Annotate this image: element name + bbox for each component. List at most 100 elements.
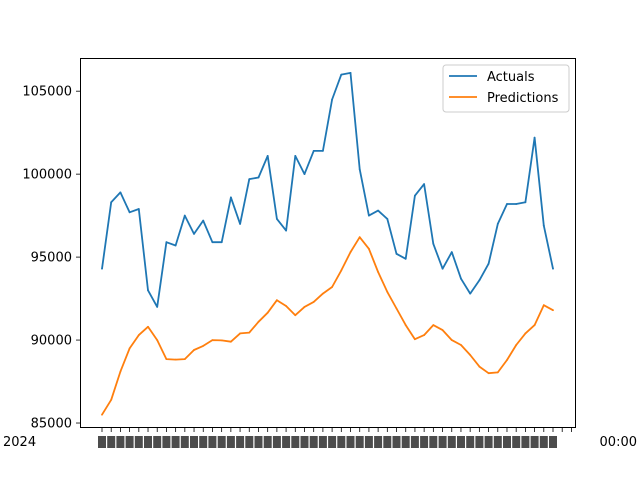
data-point-actuals [340,73,343,76]
data-point-actuals [368,214,370,217]
x-tick-label-overlap [272,436,281,448]
data-point-predictions [441,329,444,331]
data-point-actuals [358,168,361,171]
x-tick-label-overlap [199,436,208,448]
data-point-predictions [285,305,287,307]
data-point-predictions [220,339,223,342]
data-point-actuals [331,98,333,101]
data-point-predictions [423,334,425,336]
x-tick-label-overlap [180,436,189,448]
data-point-predictions [248,331,251,334]
x-tick-label-overlap [144,436,152,448]
data-point-predictions [478,365,481,368]
x-tick-label-overlap [383,436,392,448]
data-point-actuals [552,267,554,270]
data-point-predictions [395,307,398,310]
y-tick-label: 100000 [22,168,72,183]
y-tick-label: 90000 [31,334,72,349]
data-point-predictions [340,269,343,272]
x-tick-label-overlap [401,436,410,448]
data-point-actuals [487,262,490,265]
x-tick-label-overlap [466,436,475,448]
data-point-predictions [202,345,205,347]
x-tick-label-overlap [125,436,134,448]
data-point-actuals [193,233,195,235]
data-point-predictions [294,314,297,317]
series-line-actuals [101,72,554,308]
x-tick-label-overlap [346,436,355,448]
data-point-predictions [257,320,260,323]
x-axis [98,428,572,448]
data-point-actuals [506,203,508,205]
data-point-predictions [524,332,527,335]
data-point-predictions [552,309,554,312]
data-point-actuals [119,191,122,194]
y-tick-label: 105000 [22,85,72,100]
data-point-actuals [404,257,407,260]
data-point-actuals [165,241,168,244]
x-tick-label-overlap [318,436,327,448]
x-tick-label-overlap [364,436,373,448]
data-point-actuals [478,279,481,282]
data-point-actuals [294,155,297,157]
data-point-predictions [404,324,407,326]
data-point-predictions [432,324,435,326]
data-point-actuals [423,183,425,186]
x-tick-label-overlap [217,436,226,448]
data-point-actuals [542,224,545,227]
data-point-predictions [322,292,324,295]
data-point-actuals [276,218,278,220]
axes-frame [80,58,576,428]
x-tick-label-overlap [539,436,548,448]
data-point-predictions [487,372,490,375]
x-tick-label-overlap [410,436,419,448]
data-point-predictions [414,338,416,341]
data-point-predictions [377,271,379,273]
x-tick-label-overlap [503,436,511,448]
x-tick-label-overlap [420,436,429,448]
data-point-actuals [312,150,315,152]
data-point-predictions [165,358,168,360]
data-point-actuals [110,201,113,204]
data-point-actuals [395,252,398,255]
data-point-predictions [174,358,177,361]
data-point-actuals [101,267,103,270]
x-tick-label-overlap [438,436,447,448]
x-tick-label-overlap [447,436,456,448]
data-point-predictions [533,324,536,326]
data-point-predictions [147,325,149,328]
legend-label-actuals: Actuals [487,70,535,85]
x-tick-label-overlap [429,436,438,448]
x-tick-label-overlap [549,436,557,448]
data-point-predictions [450,339,453,341]
x-tick-label-overlap [98,436,106,448]
y-axis: 85000 90000 95000 100000 105000 [22,85,80,432]
data-point-predictions [496,371,499,374]
data-point-actuals [524,201,527,204]
data-point-actuals [322,150,324,152]
legend-label-predictions: Predictions [487,91,559,106]
data-point-actuals [303,173,306,176]
data-point-predictions [542,304,545,307]
x-tick-label-overlap [254,436,263,448]
y-tick-label: 85000 [31,417,72,432]
x-tick-label-overlap [116,436,125,448]
x-tick-label-overlap [337,436,346,448]
data-point-actuals [377,209,379,212]
data-point-actuals [414,194,416,197]
data-point-predictions [110,398,113,401]
x-tick-label-overlap [475,436,484,448]
x-tick-label-overlap [226,436,235,448]
data-point-actuals [137,208,140,210]
data-point-actuals [515,203,518,205]
x-tick-label-overlap [328,436,337,448]
plot-area [101,72,554,416]
data-point-actuals [211,241,214,244]
x-tick-label-overlap [291,436,300,448]
data-point-predictions [137,334,140,336]
data-point-actuals [432,242,435,245]
data-point-predictions [239,332,242,335]
x-tick-label-overlap [153,436,162,448]
x-tick-label-overlap [493,436,502,448]
data-point-actuals [285,229,287,232]
